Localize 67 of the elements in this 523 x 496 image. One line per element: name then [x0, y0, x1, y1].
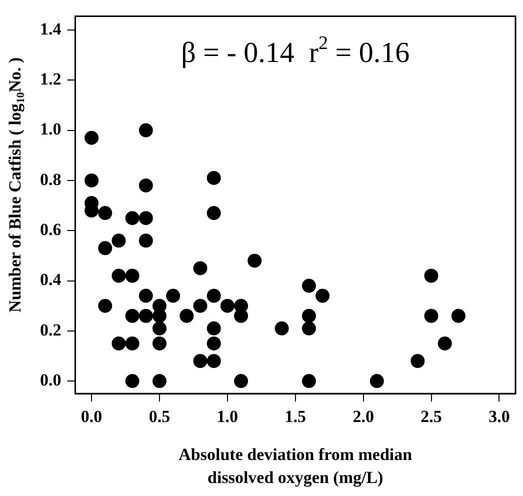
- point: [98, 206, 112, 220]
- point: [84, 173, 99, 188]
- x-tick-label: 2.5: [420, 407, 442, 426]
- x-tick-label: 1.5: [284, 407, 306, 426]
- x-tick-label: 0.0: [80, 407, 102, 426]
- point: [138, 178, 153, 192]
- point: [424, 308, 438, 323]
- point: [166, 288, 180, 303]
- x-tick-label: 2.0: [352, 407, 374, 426]
- point: [98, 241, 112, 256]
- y-tick-label: 1.0: [40, 120, 62, 139]
- point: [302, 374, 316, 388]
- point: [302, 278, 316, 293]
- x-axis-title: Absolute deviation from median dissolved oxygen (mg/L): [178, 444, 413, 487]
- y-tick-label: 0.4: [40, 270, 62, 290]
- point: [451, 308, 466, 323]
- point: [206, 170, 221, 185]
- point: [125, 268, 140, 283]
- point: [98, 298, 112, 313]
- point: [438, 336, 452, 350]
- point: [193, 261, 208, 276]
- point: [274, 321, 289, 336]
- point: [206, 288, 221, 303]
- y-tick-label: 0.0: [40, 370, 62, 390]
- point: [248, 254, 262, 268]
- y-tick-label: 1.4: [40, 19, 62, 38]
- point: [125, 336, 140, 350]
- point: [152, 336, 166, 350]
- point: [234, 374, 248, 388]
- point: [152, 308, 166, 323]
- point: [206, 336, 221, 350]
- point: [138, 123, 153, 138]
- point: [125, 211, 140, 226]
- point: [424, 268, 438, 283]
- point: [206, 354, 221, 368]
- point: [193, 298, 208, 313]
- y-tick-label: 0.8: [40, 170, 62, 189]
- point: [206, 206, 221, 220]
- x-tick-label: 3.0: [488, 407, 510, 426]
- point: [112, 268, 126, 283]
- point: [125, 374, 140, 388]
- point: [152, 321, 166, 336]
- point: [84, 130, 99, 145]
- point: [112, 234, 126, 248]
- point: [180, 308, 194, 323]
- y-tick-label: 0.2: [40, 320, 62, 340]
- point: [370, 374, 384, 388]
- x-tick-label: 1.0: [216, 407, 238, 426]
- y-tick-label: 1.2: [40, 70, 62, 89]
- point: [206, 321, 221, 336]
- point: [302, 321, 316, 336]
- y-tick-label: 0.6: [40, 220, 62, 239]
- y-axis-title: Number of Blue Catfish ( log10No. ): [5, 57, 27, 312]
- point: [138, 211, 153, 226]
- point: [234, 308, 248, 323]
- point: [316, 288, 330, 303]
- point: [220, 298, 234, 313]
- point: [193, 354, 208, 368]
- point: [152, 374, 166, 388]
- point: [302, 308, 316, 323]
- point: [138, 234, 153, 248]
- point: [125, 308, 140, 323]
- point: [112, 336, 126, 350]
- x-tick-label: 0.5: [148, 407, 170, 426]
- point: [410, 354, 425, 368]
- point: [138, 308, 153, 323]
- point: [138, 288, 153, 303]
